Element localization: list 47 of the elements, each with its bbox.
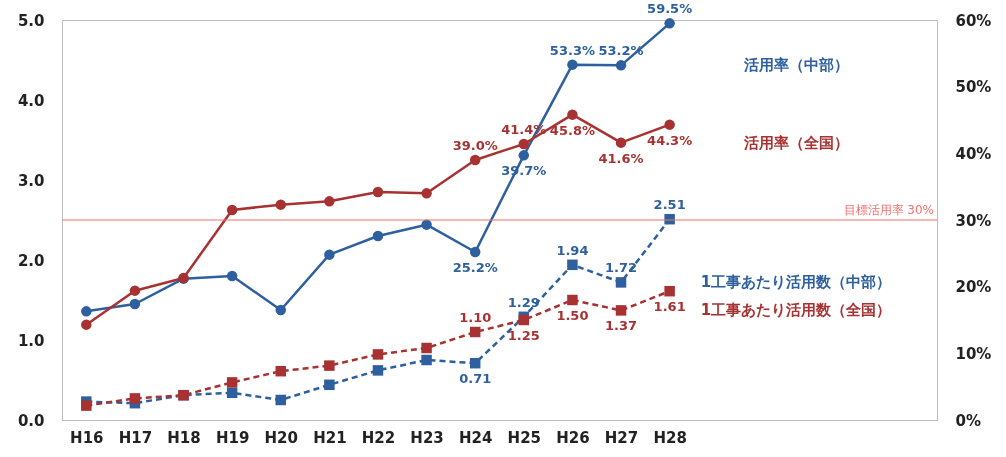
data-label: 1.29 bbox=[507, 294, 540, 310]
x-tick-label: H23 bbox=[410, 428, 444, 447]
y-tick-label: 1.0 bbox=[17, 331, 45, 350]
x-tick-label: H26 bbox=[556, 428, 590, 447]
x-tick-label: H25 bbox=[507, 428, 542, 447]
x-tick-label: H17 bbox=[118, 428, 153, 447]
data-label: 39.0% bbox=[452, 138, 498, 153]
data-label: 1.37 bbox=[604, 318, 638, 334]
data-label: 1.94 bbox=[556, 242, 589, 258]
y-tick-label: 4.0 bbox=[17, 91, 45, 110]
series-label: 1工事あたり活用数（全国） bbox=[700, 301, 892, 320]
y-tick-label: 2.0 bbox=[17, 251, 45, 270]
y2-tick-label: 60% bbox=[955, 11, 992, 30]
y-tick-label: 0.0 bbox=[17, 411, 45, 430]
y-tick-label: 5.0 bbox=[17, 11, 45, 30]
x-tick-label: H21 bbox=[313, 428, 347, 447]
text: 1工事あたり活用数（中部） bbox=[700, 273, 892, 292]
ref-line-label: 目標活用率 30% bbox=[843, 203, 934, 217]
y2-tick-label: 40% bbox=[955, 144, 992, 163]
text: 活用率（全国） bbox=[742, 133, 849, 152]
data-label: 41.6% bbox=[598, 150, 644, 166]
x-tick-label: H16 bbox=[70, 428, 104, 447]
y2-tick-label: 50% bbox=[955, 78, 992, 97]
data-label: 1.25 bbox=[507, 328, 540, 343]
y2-tick-label: 10% bbox=[955, 344, 992, 363]
y-tick-label: 3.0 bbox=[17, 171, 45, 190]
y2-tick-label: 20% bbox=[955, 278, 992, 297]
data-label: 0.71 bbox=[459, 371, 492, 387]
x-tick-label: H20 bbox=[264, 428, 298, 447]
data-label: 1.10 bbox=[459, 310, 492, 325]
x-tick-label: H27 bbox=[604, 428, 639, 447]
x-tick-label: H22 bbox=[361, 428, 396, 447]
text: 活用率（中部） bbox=[742, 56, 849, 75]
data-label: 45.8% bbox=[549, 122, 595, 138]
data-label: 2.51 bbox=[653, 197, 686, 213]
y2-tick-label: 0% bbox=[955, 411, 981, 430]
data-label: 25.2% bbox=[452, 260, 498, 275]
data-label: 1.50 bbox=[556, 308, 589, 323]
data-label: 53.3% bbox=[549, 42, 595, 58]
y2-tick-label: 30% bbox=[955, 211, 992, 230]
x-tick-label: H28 bbox=[653, 428, 687, 447]
x-tick-label: H18 bbox=[167, 428, 201, 447]
data-label: 44.3% bbox=[647, 132, 693, 148]
data-label: 59.5% bbox=[647, 1, 693, 17]
data-label: 1.61 bbox=[653, 299, 686, 315]
x-tick-label: H19 bbox=[215, 428, 250, 447]
x-tick-label: H24 bbox=[458, 428, 493, 447]
